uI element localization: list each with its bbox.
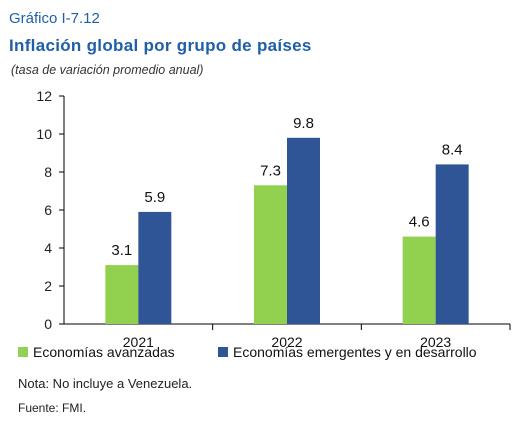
data-label: 7.3 [260,162,281,179]
y-tick-label: 12 [36,88,52,104]
footnote: Nota: No incluye a Venezuela. [18,376,193,391]
x-tick-label: 2022 [271,334,302,350]
bar [254,185,287,324]
chart-title: Inflación global por grupo de países [9,36,312,55]
source-note: Fuente: FMI. [18,401,87,415]
y-tick-label: 2 [44,278,52,294]
y-tick-label: 10 [36,126,52,142]
data-label: 5.9 [144,189,165,206]
legend-swatch [18,347,28,357]
y-tick-label: 8 [44,164,52,180]
y-tick-label: 6 [44,202,52,218]
legend-label: Economías emergentes y en desarrollo [233,344,477,360]
chart-subtitle: (tasa de variación promedio anual) [11,63,204,77]
legend-label: Economías avanzadas [33,344,175,360]
bar [105,265,139,324]
data-label: 4.6 [409,214,430,231]
bar [138,211,172,324]
x-tick-label: 2023 [420,334,451,350]
y-tick-label: 4 [44,240,52,256]
data-label: 3.1 [111,242,132,259]
data-label: 9.8 [293,115,314,132]
bar [287,137,320,324]
bar [402,236,436,324]
y-tick-label: 0 [44,316,52,332]
chart-number: Gráfico I-7.12 [9,10,100,27]
legend-swatch [218,347,228,357]
bar [435,164,469,324]
data-label: 8.4 [442,141,463,158]
x-tick-label: 2021 [123,334,154,350]
